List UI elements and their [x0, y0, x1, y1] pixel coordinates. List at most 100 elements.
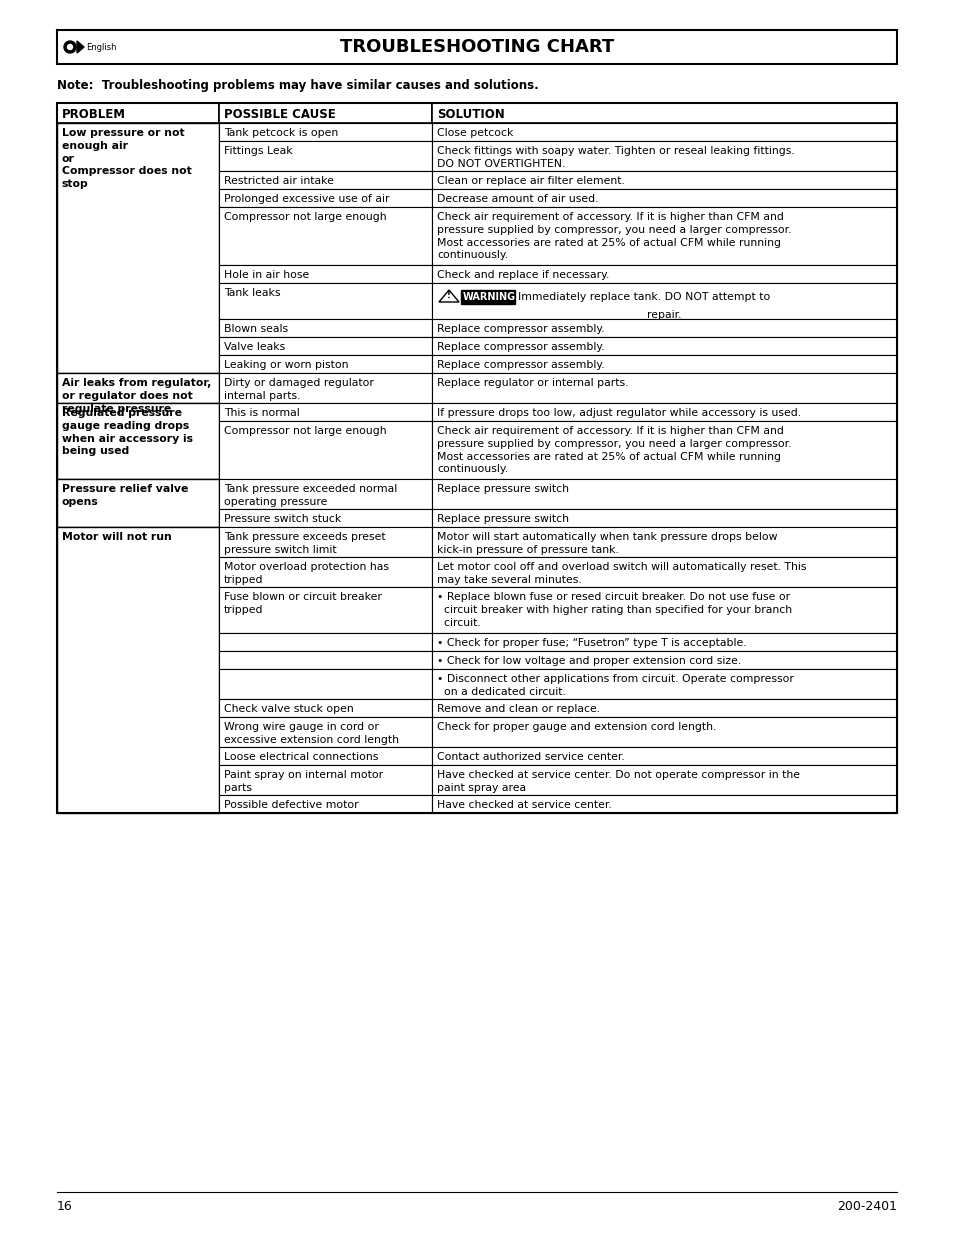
Text: Remove and clean or replace.: Remove and clean or replace.	[436, 704, 599, 714]
Text: Decrease amount of air used.: Decrease amount of air used.	[436, 194, 598, 204]
Text: Pressure switch stuck: Pressure switch stuck	[224, 514, 341, 524]
Bar	[432, 337, 896, 354]
Bar	[219, 337, 432, 354]
Bar	[432, 103, 896, 124]
Bar	[432, 283, 896, 319]
Text: Contact authorized service center.: Contact authorized service center.	[436, 752, 624, 762]
Bar	[219, 479, 432, 509]
Text: WARNING:: WARNING:	[462, 291, 519, 303]
Bar	[460, 290, 515, 304]
Bar	[432, 509, 896, 527]
Bar	[432, 354, 896, 373]
Text: Check air requirement of accessory. If it is higher than CFM and
pressure suppli: Check air requirement of accessory. If i…	[436, 212, 791, 261]
Bar	[219, 509, 432, 527]
Text: Compressor not large enough: Compressor not large enough	[224, 212, 386, 222]
Text: Possible defective motor: Possible defective motor	[224, 800, 358, 810]
Text: Paint spray on internal motor
parts: Paint spray on internal motor parts	[224, 769, 383, 793]
Text: English: English	[86, 42, 116, 52]
Text: Compressor not large enough: Compressor not large enough	[224, 426, 386, 436]
Bar	[219, 103, 432, 124]
Bar	[432, 207, 896, 266]
Text: repair.: repair.	[646, 310, 681, 320]
Text: This is normal: This is normal	[224, 408, 299, 417]
Text: SOLUTION: SOLUTION	[436, 107, 504, 121]
Bar	[219, 795, 432, 813]
Text: 200-2401: 200-2401	[836, 1200, 896, 1213]
Text: Clean or replace air filter element.: Clean or replace air filter element.	[436, 177, 624, 186]
Text: Replace compressor assembly.: Replace compressor assembly.	[436, 359, 604, 370]
Text: Tank pressure exceeded normal
operating pressure: Tank pressure exceeded normal operating …	[224, 484, 396, 506]
Text: Let motor cool off and overload switch will automatically reset. This
may take s: Let motor cool off and overload switch w…	[436, 562, 805, 585]
Bar	[219, 587, 432, 634]
Circle shape	[64, 41, 76, 53]
Bar	[432, 718, 896, 747]
Text: Check air requirement of accessory. If it is higher than CFM and
pressure suppli: Check air requirement of accessory. If i…	[436, 426, 791, 474]
Text: Check and replace if necessary.: Check and replace if necessary.	[436, 270, 609, 280]
Text: Motor will start automatically when tank pressure drops below
kick-in pressure o: Motor will start automatically when tank…	[436, 532, 777, 555]
Text: Replace pressure switch: Replace pressure switch	[436, 484, 568, 494]
Text: Fuse blown or circuit breaker
tripped: Fuse blown or circuit breaker tripped	[224, 592, 381, 615]
Text: Motor will not run: Motor will not run	[62, 532, 172, 542]
Text: Note:  Troubleshooting problems may have similar causes and solutions.: Note: Troubleshooting problems may have …	[57, 79, 538, 91]
Text: Motor overload protection has
tripped: Motor overload protection has tripped	[224, 562, 389, 585]
Text: Leaking or worn piston: Leaking or worn piston	[224, 359, 348, 370]
Bar	[219, 319, 432, 337]
Text: Restricted air intake: Restricted air intake	[224, 177, 334, 186]
Text: Immediately replace tank. DO NOT attempt to: Immediately replace tank. DO NOT attempt…	[517, 291, 769, 303]
Circle shape	[68, 44, 72, 49]
Text: PROBLEM: PROBLEM	[62, 107, 126, 121]
Bar	[57, 479, 219, 527]
Text: POSSIBLE CAUSE: POSSIBLE CAUSE	[224, 107, 335, 121]
Bar	[432, 764, 896, 795]
Polygon shape	[438, 290, 458, 303]
Bar	[432, 651, 896, 669]
Bar	[219, 283, 432, 319]
Text: • Disconnect other applications from circuit. Operate compressor
  on a dedicate: • Disconnect other applications from cir…	[436, 674, 793, 697]
Bar	[432, 479, 896, 509]
Bar	[219, 266, 432, 283]
Text: Prolonged excessive use of air: Prolonged excessive use of air	[224, 194, 389, 204]
Text: Tank pressure exceeds preset
pressure switch limit: Tank pressure exceeds preset pressure sw…	[224, 532, 385, 555]
Bar	[432, 124, 896, 141]
Text: !: !	[447, 291, 451, 300]
Text: Close petcock: Close petcock	[436, 128, 513, 138]
Bar	[432, 699, 896, 718]
Text: Hole in air hose: Hole in air hose	[224, 270, 309, 280]
Bar	[219, 421, 432, 479]
Text: Tank leaks: Tank leaks	[224, 288, 280, 298]
Bar	[432, 266, 896, 283]
Bar	[219, 403, 432, 421]
Bar	[432, 527, 896, 557]
Text: Replace compressor assembly.: Replace compressor assembly.	[436, 324, 604, 333]
Text: Loose electrical connections: Loose electrical connections	[224, 752, 378, 762]
Text: • Check for proper fuse; “Fusetron” type T is acceptable.: • Check for proper fuse; “Fusetron” type…	[436, 638, 746, 648]
Text: Replace pressure switch: Replace pressure switch	[436, 514, 568, 524]
Bar	[219, 354, 432, 373]
Bar	[219, 669, 432, 699]
Bar	[432, 403, 896, 421]
Bar	[57, 373, 219, 403]
Bar	[219, 634, 432, 651]
Text: Pressure relief valve
opens: Pressure relief valve opens	[62, 484, 188, 506]
Text: Tank petcock is open: Tank petcock is open	[224, 128, 338, 138]
Text: Replace regulator or internal parts.: Replace regulator or internal parts.	[436, 378, 628, 388]
Text: 16: 16	[57, 1200, 72, 1213]
Text: TROUBLESHOOTING CHART: TROUBLESHOOTING CHART	[339, 38, 614, 56]
Bar	[219, 124, 432, 141]
Bar	[219, 764, 432, 795]
Bar	[57, 103, 896, 813]
Bar	[219, 557, 432, 587]
Bar	[57, 124, 219, 373]
Bar	[219, 718, 432, 747]
Bar	[219, 207, 432, 266]
Bar	[432, 747, 896, 764]
Bar	[219, 170, 432, 189]
Bar	[432, 189, 896, 207]
Text: Check for proper gauge and extension cord length.: Check for proper gauge and extension cor…	[436, 722, 716, 732]
Text: • Replace blown fuse or resed circuit breaker. Do not use fuse or
  circuit brea: • Replace blown fuse or resed circuit br…	[436, 592, 791, 627]
Bar	[432, 669, 896, 699]
Text: Fittings Leak: Fittings Leak	[224, 146, 293, 156]
Text: Check fittings with soapy water. Tighten or reseal leaking fittings.
DO NOT OVER: Check fittings with soapy water. Tighten…	[436, 146, 794, 169]
Bar	[432, 587, 896, 634]
Text: Have checked at service center.: Have checked at service center.	[436, 800, 611, 810]
